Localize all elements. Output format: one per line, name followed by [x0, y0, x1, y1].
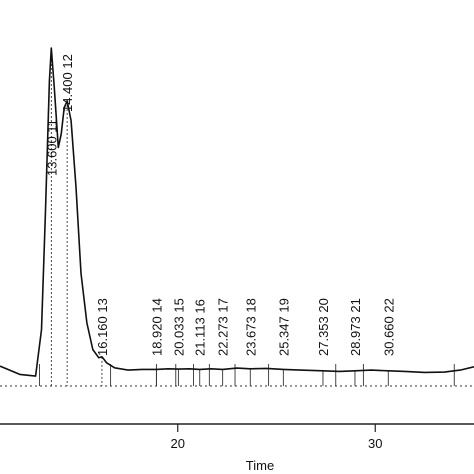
peak-label: 21.113 16 [193, 299, 208, 356]
peak-label: 25.347 19 [276, 298, 291, 356]
peak-label: 14.400 12 [60, 54, 75, 112]
x-tick-label: 20 [171, 436, 185, 451]
peak-label: 22.273 17 [216, 298, 231, 356]
chromatogram-trace [0, 47, 474, 377]
peak-label: 13.600 11 [44, 119, 59, 176]
peak-label: 20.033 15 [171, 298, 186, 356]
x-tick-label: 30 [368, 436, 382, 451]
peak-label: 23.673 18 [243, 298, 258, 356]
integration-marks [39, 48, 455, 386]
peak-label: 18.920 14 [149, 298, 164, 356]
x-ticks: 20 30 [171, 424, 382, 451]
peak-label: 30.660 22 [381, 298, 396, 356]
axes [0, 385, 474, 425]
peak-label: 27.353 20 [316, 298, 331, 356]
peak-label: 16.160 13 [95, 298, 110, 356]
peak-label: 28.973 21 [348, 298, 363, 356]
x-axis-title: Time [246, 458, 274, 473]
